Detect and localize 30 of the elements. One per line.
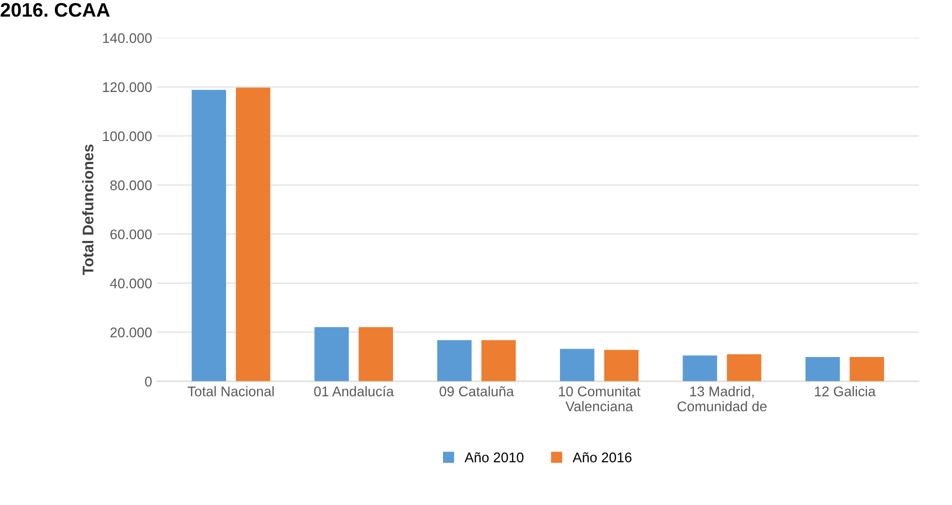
bar xyxy=(604,350,639,382)
y-tick-label: 40.000 xyxy=(110,278,152,288)
legend-label: Año 2010 xyxy=(464,452,524,462)
y-tick-label: 0 xyxy=(145,376,152,386)
chart-title: 2016. CCAA xyxy=(0,3,110,17)
bar xyxy=(560,348,594,382)
x-tick-label: 01 Andalucía xyxy=(314,386,394,396)
y-tick-label: 100.000 xyxy=(103,131,152,142)
y-axis-title: Total Defunciones xyxy=(82,144,94,276)
bar xyxy=(805,356,840,382)
y-tick-label: 60.000 xyxy=(110,229,152,240)
bar xyxy=(314,327,349,382)
y-tick-label: 140.000 xyxy=(103,33,152,44)
bar xyxy=(481,340,516,382)
x-tick-label: 10 Comunitat Valenciana xyxy=(559,386,640,412)
y-tick-label: 20.000 xyxy=(110,328,152,338)
legend-label: Año 2016 xyxy=(572,452,632,462)
bar xyxy=(192,90,226,382)
bar xyxy=(850,356,884,382)
y-tick-label: 80.000 xyxy=(110,180,152,190)
x-tick-label: Total Nacional xyxy=(188,386,274,396)
bar xyxy=(358,327,394,382)
y-tick-label: 120.000 xyxy=(103,82,152,92)
x-tick-label: 09 Cataluña xyxy=(440,386,514,396)
x-tick-label: 12 Galicia xyxy=(814,386,876,396)
x-tick-label: 13 Madrid, Comunidad de xyxy=(678,386,767,412)
bar xyxy=(236,88,270,382)
bar xyxy=(682,356,718,382)
bar xyxy=(726,354,762,382)
bar xyxy=(437,340,472,382)
